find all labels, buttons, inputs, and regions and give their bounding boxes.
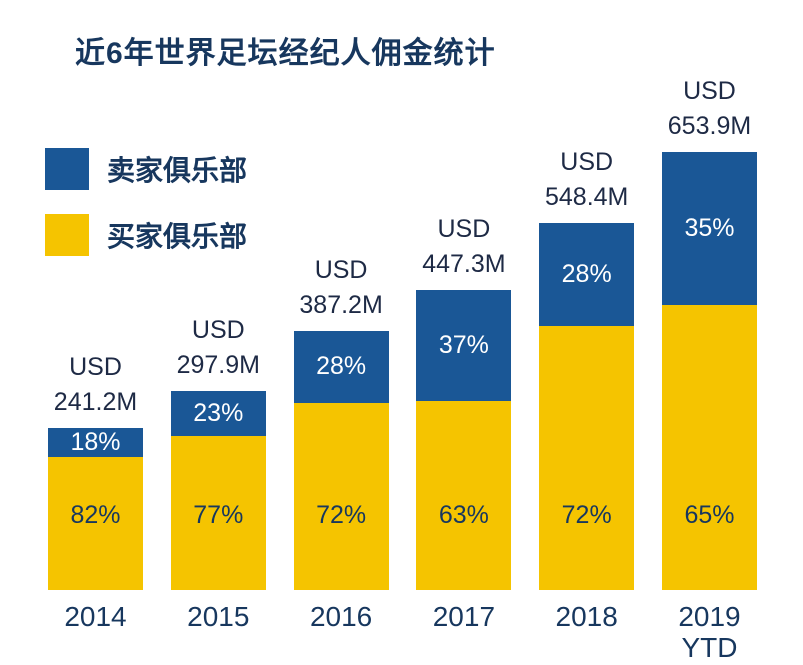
seller-percent-label: 37% [438,331,489,360]
currency-label: USD [437,215,491,244]
buyer-percent-label: 72% [561,500,612,529]
stacked-bar-2019-ytd: 35% 65% [661,152,757,590]
x-axis-label-2015: 2015 [187,590,249,665]
chart-title: 近6年世界足坛经纪人佣金统计 [75,37,496,70]
segment-buyer-2014: 82% [48,457,143,590]
legend-swatch-seller-clubs [45,148,89,190]
legend-item-buyer-clubs: 买家俱乐部 [45,214,247,256]
legend-item-seller-clubs: 卖家俱乐部 [45,148,247,190]
seller-percent-label: 28% [561,259,612,288]
amount-label: 447.3M [422,250,506,279]
x-axis-label-2017: 2017 [433,590,495,665]
buyer-percent-label: 77% [193,500,244,529]
x-axis-label-2019-ytd: 2019 YTD [678,590,740,665]
seller-percent-label: 35% [684,214,735,243]
currency-label: USD [314,255,368,284]
stacked-bar-2015: 23% 77% [170,390,266,591]
stacked-bar-2016: 28% 72% [293,330,389,590]
bar-group-2018: USD 548.4M 28% 72% 2018 [539,145,635,665]
legend-label-buyer-clubs: 买家俱乐部 [107,221,248,252]
segment-seller-2018: 28% [539,222,635,326]
buyer-percent-label: 72% [316,500,367,529]
segment-buyer-2017: 63% [416,401,512,590]
segment-buyer-2016: 72% [293,403,389,590]
bar-group-2014: USD 241.2M 18% 82% 2014 [48,350,143,665]
bar-group-2019-ytd: USD 653.9M 35% 65% 2019 YTD [661,74,757,665]
stacked-bar-2014: 18% 82% [48,428,143,590]
plot-area: USD 241.2M 18% 82% 2014 USD 297.9M [48,74,757,665]
year-line1: 2019 [678,601,741,632]
year-line1: 2014 [64,601,127,632]
x-axis-label-2014: 2014 [64,590,126,665]
bar-group-2015: USD 297.9M 23% 77% 2015 [170,313,266,665]
currency-label: USD [69,353,122,382]
amount-label: 297.9M [176,350,260,379]
stacked-bar-2018: 28% 72% [539,222,635,590]
year-line1: 2015 [187,601,250,632]
buyer-percent-label: 63% [438,500,489,529]
amount-label: 653.9M [667,112,752,140]
bar-total-label-2017: USD 447.3M [422,212,505,282]
year-line1: 2017 [432,601,496,632]
amount-label: 387.2M [299,290,383,319]
segment-seller-2016: 28% [293,330,389,404]
year-line2: YTD [681,631,738,663]
legend-swatch-buyer-clubs [45,214,89,256]
seller-percent-label: 23% [193,398,244,427]
stacked-bar-2017: 37% 63% [416,290,512,590]
segment-buyer-2018: 72% [539,325,635,590]
segment-buyer-2019-ytd: 65% [661,305,757,590]
seller-percent-label: 18% [70,428,121,457]
bar-total-label-2014: USD 241.2M [54,350,137,420]
amount-label: 548.4M [544,182,629,211]
buyer-percent-label: 82% [70,500,121,529]
x-axis-label-2018: 2018 [556,590,618,665]
currency-label: USD [560,147,614,176]
year-line1: 2018 [555,601,618,632]
bar-total-label-2019-ytd: USD 653.9M [668,74,751,144]
segment-seller-2015: 23% [170,390,266,437]
currency-label: USD [683,77,736,105]
segment-seller-2017: 37% [416,290,512,402]
bar-group-2017: USD 447.3M 37% 63% 2017 [416,212,512,665]
amount-label: 241.2M [53,388,138,417]
bar-group-2016: USD 387.2M 28% 72% 2016 [293,253,389,665]
segment-seller-2014: 18% [48,428,143,458]
bar-total-label-2016: USD 387.2M [299,253,382,323]
x-axis-label-2016: 2016 [310,590,372,665]
year-line1: 2016 [309,601,373,632]
bar-total-label-2018: USD 548.4M [545,145,628,215]
legend-label-seller-clubs: 卖家俱乐部 [107,155,248,186]
buyer-percent-label: 65% [684,500,735,529]
seller-percent-label: 28% [316,352,367,381]
bar-total-label-2015: USD 297.9M [177,313,260,383]
segment-seller-2019-ytd: 35% [661,152,757,306]
segment-buyer-2015: 77% [170,436,266,590]
currency-label: USD [191,315,245,344]
legend: 卖家俱乐部 买家俱乐部 [45,148,247,256]
